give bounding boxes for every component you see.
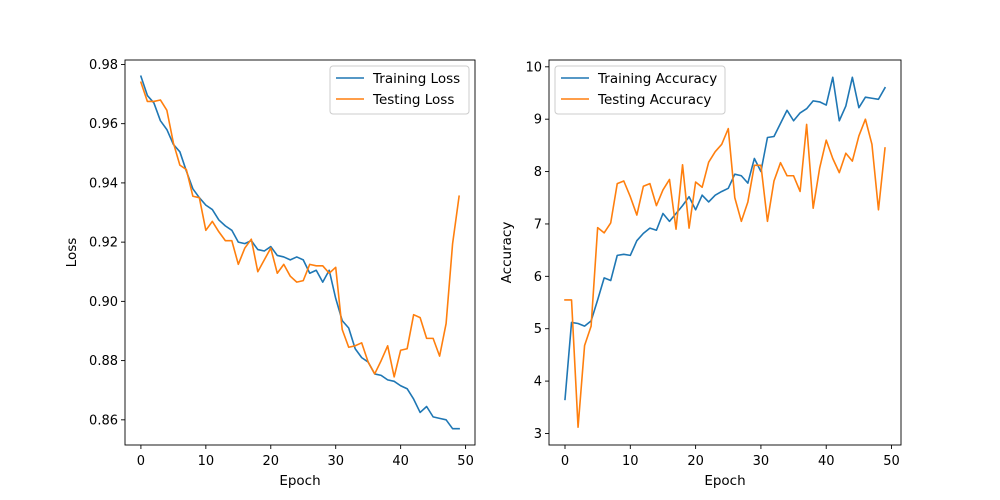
accuracy-x-tick-label: 20 <box>687 454 704 469</box>
accuracy-y-tick-label: 3 <box>534 427 542 442</box>
accuracy-y-tick-label: 5 <box>534 322 542 337</box>
loss-y-tick-label: 0.88 <box>89 354 118 369</box>
accuracy-series-training-accuracy <box>564 76 887 401</box>
loss-x-tick-label: 40 <box>392 454 409 469</box>
loss-x-tick-label: 0 <box>137 454 145 469</box>
accuracy-y-axis-label: Accuracy <box>499 222 515 284</box>
loss-axes-frame <box>124 59 476 446</box>
loss-y-tick-label: 0.90 <box>89 295 118 310</box>
accuracy-x-axis-label: Epoch <box>704 473 745 489</box>
loss-series-testing-loss <box>139 81 460 378</box>
loss-y-tick-label: 0.96 <box>89 117 118 132</box>
loss-x-axis-label: Epoch <box>279 473 320 489</box>
loss-x-tick-label: 50 <box>457 454 474 469</box>
loss-legend-box <box>329 65 470 115</box>
accuracy-y-tick-label: 9 <box>534 113 542 128</box>
loss-y-axis-label: Loss <box>64 238 80 268</box>
accuracy-legend-label-1: Testing Accuracy <box>597 92 711 108</box>
loss-x-tick-label: 20 <box>263 454 280 469</box>
accuracy-axes-frame <box>548 59 902 446</box>
accuracy-y-tick-label: 8 <box>534 165 542 180</box>
loss-y-tick-label: 0.92 <box>89 236 118 251</box>
accuracy-chart: 0 10 20 30 40 50 3 4 5 6 7 8 9 10 Epoch Accuracy Trainin… <box>499 59 902 489</box>
loss-legend-label-0: Training Loss <box>372 71 460 87</box>
accuracy-x-tick-label: 0 <box>561 454 569 469</box>
accuracy-x-tick-label: 40 <box>818 454 835 469</box>
accuracy-legend: Training Accuracy Testing Accuracy <box>554 65 726 115</box>
loss-series-training-loss <box>139 75 460 430</box>
accuracy-y-tick-label: 10 <box>525 60 542 75</box>
accuracy-x-tick-label: 50 <box>883 454 900 469</box>
accuracy-x-tick-label: 10 <box>622 454 639 469</box>
loss-legend: Training Loss Testing Loss <box>329 65 470 115</box>
loss-x-tick-label: 30 <box>327 454 344 469</box>
loss-x-tick-label: 10 <box>198 454 215 469</box>
accuracy-y-tick-label: 4 <box>534 375 542 390</box>
loss-chart: 0 10 20 30 40 50 0.86 0.88 0.90 0.92 0.94 0.96 0.98 E… <box>64 58 476 489</box>
accuracy-legend-label-0: Training Accuracy <box>597 71 717 87</box>
loss-y-tick-label: 0.98 <box>89 58 118 73</box>
accuracy-series-testing-accuracy <box>564 118 886 428</box>
loss-y-tick-label: 0.94 <box>89 176 118 191</box>
accuracy-x-tick-label: 30 <box>753 454 770 469</box>
accuracy-y-tick-label: 7 <box>534 217 542 232</box>
loss-legend-label-1: Testing Loss <box>372 92 454 108</box>
accuracy-legend-box <box>554 65 726 115</box>
loss-y-tick-label: 0.86 <box>89 413 118 428</box>
accuracy-y-tick-label: 6 <box>534 270 542 285</box>
